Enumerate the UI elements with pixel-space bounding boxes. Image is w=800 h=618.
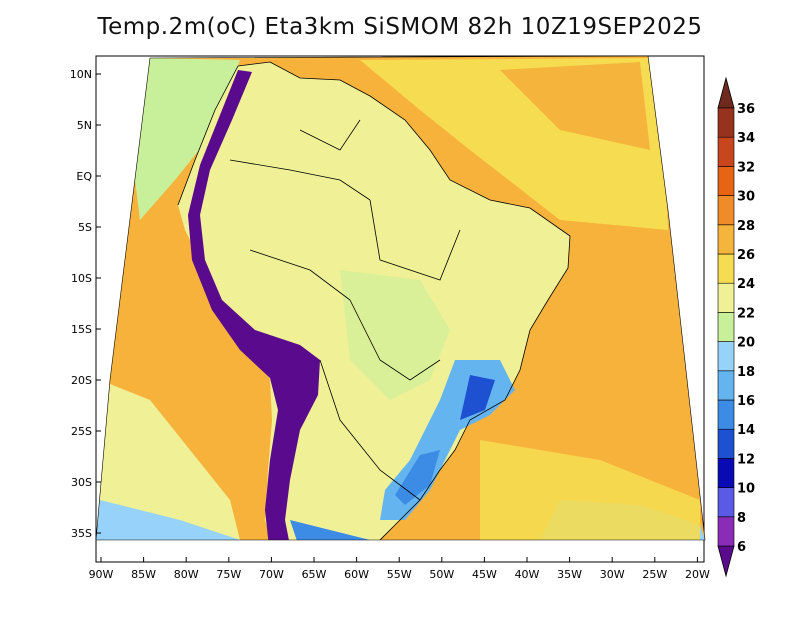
lat-tick-label: 30S [71,476,92,489]
colorbar-label: 14 [737,423,755,438]
longitude-axis: 90W 85W 80W 75W 70W 65W 60W 55W 50W 45W 40W 35W 30W 2… [89,557,710,581]
lon-tick-label: 40W [515,568,540,581]
latitude-axis: 10N 5N EQ 5S 10S 15S 20S 25S 30S 35S [70,68,101,540]
lon-tick-label: 35W [557,568,582,581]
colorbar-label: 18 [737,365,755,380]
map-title: Temp.2m(oC) Eta3km SiSMOM 82h 10Z19SEP20… [97,14,703,40]
warm-ocean-northeast [500,62,650,150]
lon-tick-label: 90W [89,568,114,581]
colorbar-legend: 6 8 10 12 14 16 18 20 22 24 26 28 30 32 34 36 [717,76,755,578]
andes-cold-band [188,70,320,540]
lon-tick-label: 60W [344,568,369,581]
cool-ocean-south [96,380,240,540]
colorbar-min-arrow [717,545,735,578]
cool-ocean-northwest [130,58,240,220]
lon-tick-label: 25W [642,568,667,581]
lon-tick-label: 55W [387,568,412,581]
colorbar-label: 16 [737,394,755,409]
cold-ocean-southwest [96,500,240,540]
lon-tick-label: 80W [174,568,199,581]
colorbar-segment [717,487,735,518]
lon-tick-label: 65W [302,568,327,581]
colorbar-label: 12 [737,452,755,467]
colorbar-label: 32 [737,160,755,175]
lat-tick-label: 20S [71,374,92,387]
serra-mantiqueira-cold [460,375,495,420]
lat-tick-label: 25S [71,425,92,438]
colorbar-max-arrow [717,76,735,109]
colorbar-segment [717,399,735,430]
colorbar-label: 30 [737,190,755,205]
colorbar-segment [717,224,735,255]
lat-tick-label: 10S [71,272,92,285]
colorbar-label: 20 [737,336,755,351]
map-field [96,56,705,540]
lat-tick-label: EQ [76,170,92,183]
patagonia-cold [290,520,370,540]
central-plateau [340,270,450,400]
colorbar-segment [717,458,735,488]
lon-tick-label: 30W [600,568,625,581]
colorbar-label: 28 [737,219,755,234]
lon-tick-label: 45W [472,568,497,581]
model-domain-outline [95,55,706,541]
country-borders [177,61,571,540]
lat-tick-label: 35S [71,527,92,540]
colorbar-segment [717,253,735,284]
colorbar-segment [717,312,735,342]
colorbar-segment [717,107,735,138]
lon-tick-label: 75W [216,568,241,581]
colorbar-segment [717,195,735,226]
lon-tick-label: 50W [429,568,454,581]
colorbar-label: 10 [737,482,755,497]
lat-tick-label: 10N [70,68,92,81]
colorbar-label: 24 [737,277,755,292]
lon-tick-label: 70W [259,568,284,581]
lat-tick-label: 5S [78,221,92,234]
southern-highlands-cold [395,450,440,505]
colorbar-segment [717,428,735,459]
lat-tick-label: 5N [77,119,92,132]
colorbar-segment [717,341,735,372]
lon-tick-label: 20W [685,568,710,581]
lon-tick-label: 85W [131,568,156,581]
colorbar-segment [717,516,735,547]
colorbar-segment [717,166,735,196]
colorbar-label: 36 [737,102,755,117]
colorbar-label: 8 [737,511,746,526]
lat-tick-label: 15S [71,323,92,336]
colorbar-segment [717,282,735,313]
mild-ocean-south-atlantic [480,440,700,540]
colorbar-segment [717,136,735,167]
colorbar-label: 34 [737,131,755,146]
colorbar-label: 26 [737,248,755,263]
colorbar-segment [717,370,735,401]
colorbar-label: 22 [737,306,755,321]
colorbar-label: 6 [737,540,746,555]
